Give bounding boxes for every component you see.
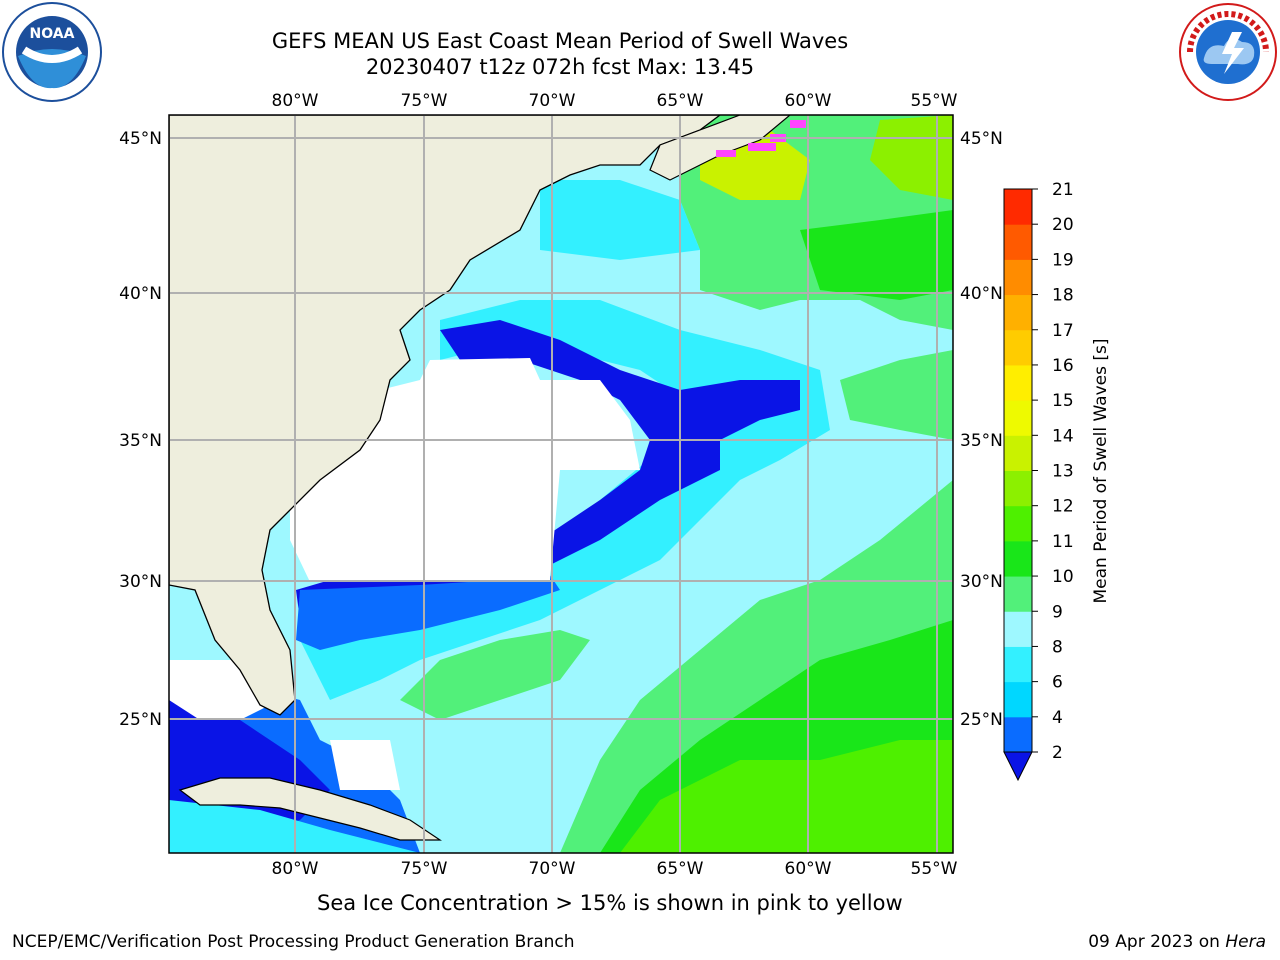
lat-tick-right: 25°N	[960, 710, 1003, 730]
lon-tick-top: 60°W	[785, 91, 832, 111]
lon-labels-bottom: 80°W 75°W 70°W 65°W 60°W 55°W	[272, 859, 958, 879]
nws-logo	[1179, 3, 1277, 101]
footer-date: 09 Apr 2023 on Hera	[1088, 932, 1266, 952]
swell-region-lime-se	[620, 740, 953, 853]
lon-tick-top: 65°W	[657, 91, 704, 111]
land-us-east-coast	[169, 115, 722, 716]
lat-tick-left: 45°N	[119, 129, 162, 149]
lat-tick-right: 30°N	[960, 572, 1003, 592]
colorbar-tick-label: 16	[1052, 356, 1074, 376]
colorbar-swatch	[1004, 470, 1032, 507]
lat-tick-right: 40°N	[960, 284, 1003, 304]
colorbar-swatch	[1004, 189, 1032, 225]
lat-tick-left: 25°N	[119, 710, 162, 730]
colorbar-swatch	[1004, 505, 1032, 542]
colorbar-tick-label: 6	[1052, 673, 1063, 693]
land-cuba	[178, 777, 442, 841]
sea-ice-mark	[716, 150, 736, 157]
colorbar-swatch	[1004, 364, 1032, 401]
lon-labels-top: 80°W 75°W 70°W 65°W 60°W 55°W	[272, 91, 958, 111]
colorbar-swatch	[1004, 329, 1032, 366]
swell-region-yellowgreen-ne	[870, 115, 953, 200]
lon-tick-top: 80°W	[272, 91, 319, 111]
colorbar-swatch	[1004, 259, 1032, 296]
footer-machine: Hera	[1225, 932, 1266, 952]
colorbar-tick-label: 17	[1052, 321, 1074, 341]
swell-region-deepblue	[296, 320, 800, 620]
swell-region-blue	[296, 560, 560, 650]
footer-credit: NCEP/EMC/Verification Post Processing Pr…	[12, 932, 575, 952]
colorbar-swatch	[1004, 540, 1032, 577]
lon-tick-top: 70°W	[529, 91, 576, 111]
colorbar-swatch	[1004, 294, 1032, 331]
colorbar-tick-label: 18	[1052, 286, 1074, 306]
colorbar-swatch	[1004, 435, 1032, 471]
sea-ice-mark	[790, 120, 806, 128]
lat-tick-right: 45°N	[960, 129, 1003, 149]
noaa-logo: NOAA	[2, 2, 102, 102]
lon-tick-bottom: 75°W	[401, 859, 448, 879]
map-field	[169, 115, 953, 853]
colorbar-tick-label: 14	[1052, 426, 1074, 446]
lon-tick-bottom: 65°W	[657, 859, 704, 879]
colorbar-swatch	[1004, 681, 1032, 718]
colorbar-tick-label: 11	[1052, 532, 1074, 552]
colorbar-tick-label: 4	[1052, 708, 1063, 728]
lat-tick-left: 30°N	[119, 572, 162, 592]
swell-region-green-bahamas	[400, 630, 590, 720]
colorbar: 2 4 6 8 9 10 11 12 13 14 15 16 17 18 19 20 21	[1003, 180, 1074, 782]
lon-tick-top: 75°W	[401, 91, 448, 111]
colorbar-tick-label: 12	[1052, 497, 1074, 517]
lat-tick-right: 35°N	[960, 431, 1003, 451]
footer-date-text: 09 Apr 2023 on	[1088, 932, 1226, 952]
colorbar-tick-label: 10	[1052, 567, 1074, 587]
colorbar-swatch	[1004, 611, 1032, 647]
colorbar-tick-label: 21	[1052, 180, 1074, 200]
graticule	[169, 115, 953, 853]
colorbar-swatch	[1004, 576, 1032, 612]
swell-region-cyan-north	[540, 180, 700, 260]
colorbar-under-triangle	[1003, 751, 1033, 782]
noaa-logo-text: NOAA	[30, 26, 75, 42]
lon-tick-bottom: 60°W	[785, 859, 832, 879]
lon-tick-bottom: 55°W	[911, 859, 958, 879]
colorbar-swatch	[1004, 400, 1032, 436]
colorbar-swatch	[1004, 646, 1032, 683]
chart-subtitle: 20230407 t12z 072h fcst Max: 13.45	[365, 55, 755, 79]
colorbar-tick-label: 19	[1052, 250, 1074, 270]
colorbar-swatch	[1004, 224, 1032, 260]
lat-tick-left: 40°N	[119, 284, 162, 304]
colorbar-tick-label: 15	[1052, 391, 1074, 411]
colorbar-swatch	[1004, 716, 1032, 753]
lat-tick-left: 35°N	[119, 431, 162, 451]
chart-title: GEFS MEAN US East Coast Mean Period of S…	[271, 29, 849, 53]
sea-ice-note: Sea Ice Concentration > 15% is shown in …	[317, 891, 903, 915]
map-frame	[168, 114, 954, 854]
lon-tick-bottom: 80°W	[272, 859, 319, 879]
lat-labels-left: 45°N 40°N 35°N 30°N 25°N	[119, 129, 162, 730]
swell-region-green-east	[840, 350, 953, 440]
lon-tick-top: 55°W	[911, 91, 958, 111]
land-nova-scotia	[649, 115, 791, 181]
nodata-region-bahamas	[330, 740, 400, 790]
lat-labels-right: 45°N 40°N 35°N 30°N 25°N	[960, 129, 1003, 730]
colorbar-label: Mean Period of Swell Waves [s]	[1091, 339, 1111, 604]
colorbar-tick-label: 8	[1052, 637, 1063, 657]
colorbar-tick-label: 20	[1052, 215, 1074, 235]
sea-ice-mark	[748, 143, 776, 151]
colorbar-tick-label: 13	[1052, 462, 1074, 482]
lon-tick-bottom: 70°W	[529, 859, 576, 879]
colorbar-tick-label: 2	[1052, 743, 1063, 763]
colorbar-tick-label: 9	[1052, 602, 1063, 622]
swell-region-bright-green-north	[800, 210, 953, 300]
